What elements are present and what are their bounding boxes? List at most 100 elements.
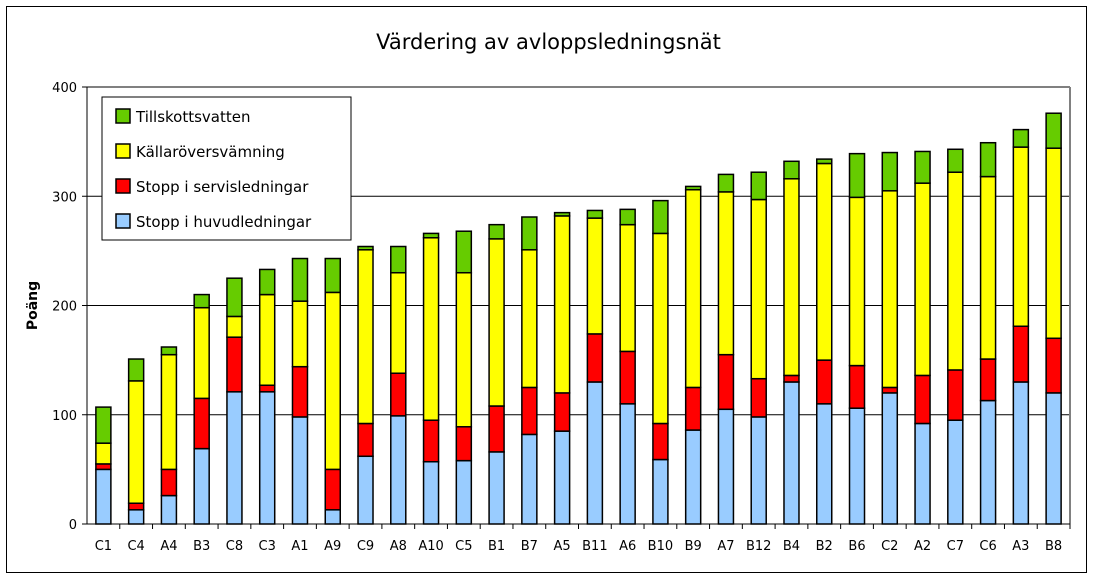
bar-segment-B11-3 (586, 209, 604, 219)
bar-segment-C9-2 (357, 249, 374, 425)
bar-segment-B11-2 (586, 217, 604, 335)
bar-segment-A7-3 (717, 173, 735, 193)
y-tick-label: 0 (69, 518, 77, 533)
x-tick-label: B1 (488, 539, 505, 554)
bar-segment-C6-3 (979, 141, 997, 178)
bar-segment-B8-2 (1045, 147, 1062, 340)
bar-segment-C9-3 (357, 245, 374, 251)
bar-segment-A5-0 (553, 430, 571, 525)
bar-segment-B4-2 (783, 178, 800, 377)
x-tick-label: A8 (390, 539, 407, 554)
bar-segment-B2-0 (816, 403, 833, 525)
legend-swatch (115, 108, 131, 124)
y-axis-label: Poäng (25, 281, 41, 330)
bar-segment-B11-0 (586, 381, 604, 525)
bar-segment-C1-0 (95, 468, 112, 525)
bar-segment-A4-1 (160, 468, 178, 497)
bar-segment-A4-0 (160, 494, 178, 525)
bar-segment-A10-0 (422, 460, 440, 525)
bar-segment-B6-1 (848, 364, 866, 409)
chart-title: Värdering av avloppsledningsnät (376, 30, 721, 54)
bar-segment-C7-2 (947, 171, 964, 371)
bar-segment-B2-2 (816, 162, 833, 361)
bar-segment-A3-0 (1012, 381, 1030, 525)
bar-segment-B6-2 (848, 196, 866, 367)
bar-segment-B4-3 (783, 160, 800, 180)
bar-segment-A9-3 (324, 257, 341, 294)
x-tick-label: C6 (979, 539, 996, 554)
bar-segment-C9-1 (357, 422, 374, 458)
bar-segment-A8-2 (390, 271, 407, 374)
bar-segment-C7-1 (947, 369, 964, 421)
bar-segment-A6-3 (619, 208, 636, 226)
x-tick-label: A7 (717, 539, 734, 554)
x-tick-label: C1 (95, 539, 112, 554)
bar-segment-C4-2 (127, 380, 145, 504)
bar-segment-C2-2 (881, 190, 899, 389)
x-tick-label: B9 (685, 539, 702, 554)
bar-segment-B3-3 (193, 293, 210, 309)
bar-segment-A3-1 (1012, 325, 1030, 383)
bar-segment-C3-0 (258, 391, 276, 525)
bar-segment-C5-2 (455, 271, 473, 428)
bar-segment-B4-0 (783, 381, 800, 525)
bar-segment-B10-1 (652, 422, 669, 461)
bar-segment-B6-0 (848, 407, 866, 525)
x-tick-label: C7 (947, 539, 964, 554)
legend-label: Tillskottsvatten (135, 108, 251, 126)
bar-segment-C8-1 (226, 336, 243, 393)
bar-segment-B6-3 (848, 152, 866, 199)
bar-segment-C2-0 (881, 392, 899, 525)
bar-segment-B8-0 (1045, 392, 1062, 525)
bar-segment-B1-1 (488, 405, 505, 453)
bar-segment-A10-1 (422, 419, 440, 463)
bar-segment-C5-1 (455, 426, 473, 462)
bar-segment-B7-1 (521, 386, 538, 436)
bar-segment-C2-1 (881, 386, 899, 394)
bar-segment-A7-0 (717, 408, 735, 525)
bar-segment-A5-1 (553, 392, 571, 432)
bar-segment-C8-3 (226, 277, 243, 318)
bar-segment-A4-3 (160, 346, 178, 356)
bar-segment-C3-3 (258, 268, 276, 296)
bar-segment-C4-0 (127, 509, 145, 525)
bar-segment-B10-0 (652, 458, 669, 525)
x-tick-label: B3 (193, 539, 210, 554)
y-tick-label: 300 (52, 190, 77, 205)
x-tick-label: A9 (324, 539, 341, 554)
x-tick-label: A6 (619, 539, 636, 554)
x-tick-label: B2 (816, 539, 833, 554)
y-tick-label: 400 (52, 81, 77, 96)
x-tick-label: B10 (648, 539, 673, 554)
legend-swatch (115, 178, 131, 194)
bar-segment-B8-1 (1045, 337, 1062, 394)
bar-segment-A6-0 (619, 403, 636, 525)
bar-segment-A4-2 (160, 353, 178, 471)
x-tick-label: B7 (521, 539, 538, 554)
bar-segment-C5-3 (455, 230, 473, 274)
bar-segment-B10-2 (652, 232, 669, 425)
bar-segment-C2-3 (881, 151, 899, 192)
bar-segment-B1-2 (488, 238, 505, 407)
x-tick-label: B12 (746, 539, 771, 554)
bar-segment-B7-3 (521, 216, 538, 251)
bar-segment-B10-3 (652, 199, 669, 235)
y-tick-label: 100 (52, 409, 77, 424)
bar-segment-B2-3 (816, 158, 833, 165)
bar-segment-C1-1 (95, 463, 112, 471)
bar-segment-C6-1 (979, 358, 997, 402)
x-tick-label: B4 (783, 539, 800, 554)
bar-segment-A10-3 (422, 232, 440, 239)
legend-label: Stopp i servisledningar (136, 178, 309, 196)
bar-segment-A10-2 (422, 237, 440, 421)
x-tick-label: A1 (291, 539, 308, 554)
bar-segment-A1-1 (291, 365, 309, 418)
bar-segment-A2-3 (914, 150, 931, 184)
x-tick-label: B6 (848, 539, 865, 554)
bar-segment-B12-0 (750, 416, 767, 525)
bar-segment-B2-1 (816, 359, 833, 405)
legend-label: Källaröversvämning (136, 143, 285, 161)
bar-segment-B3-1 (193, 397, 210, 450)
bar-segment-C3-1 (258, 384, 276, 393)
x-tick-label: A2 (914, 539, 931, 554)
